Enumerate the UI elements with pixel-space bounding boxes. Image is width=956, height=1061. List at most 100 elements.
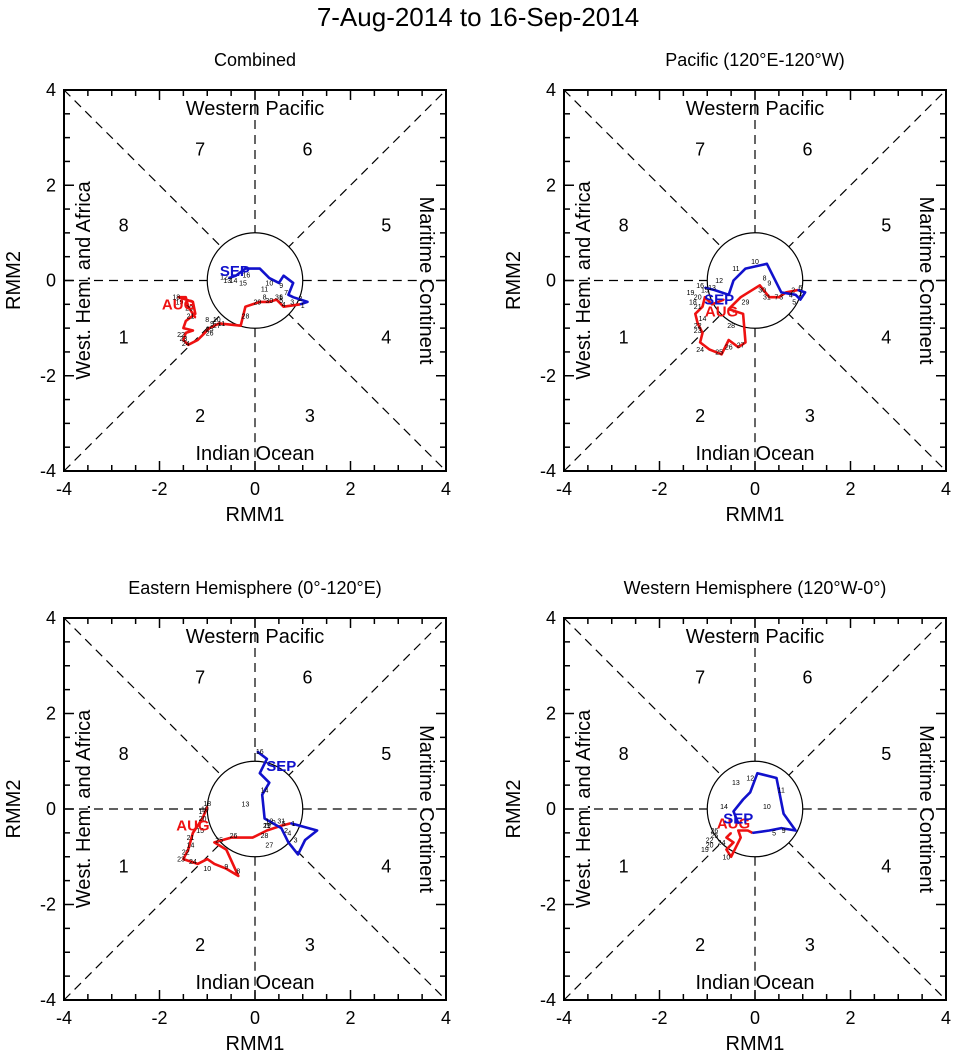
day-label: 2 [298, 296, 302, 303]
day-label: 23 [694, 328, 702, 335]
month-label-aug: AUG [176, 818, 209, 835]
trajectory-point [194, 313, 197, 315]
trajectory-point [782, 812, 785, 815]
day-label: 14 [699, 316, 707, 323]
trajectory-point [196, 339, 199, 341]
trajectory-point [732, 279, 735, 282]
phase-number-5: 5 [881, 744, 891, 764]
phase-number-5: 5 [381, 744, 391, 764]
day-label: 22 [694, 323, 702, 330]
unit-circle [206, 232, 304, 329]
day-label: 26 [230, 833, 238, 840]
trajectory-point [177, 296, 180, 298]
trajectory-point [735, 846, 737, 848]
day-label: 9 [279, 283, 283, 290]
y-tick-label: 0 [46, 271, 56, 291]
region-label-left: West. Hem. and Africa [573, 709, 595, 908]
y-axis-label: RMM2 [3, 251, 25, 310]
trajectory-point [227, 277, 230, 279]
y-tick-label: 4 [46, 80, 56, 100]
trajectory-point [739, 836, 742, 839]
phase-number-7: 7 [195, 668, 205, 688]
y-tick-label: 4 [546, 80, 556, 100]
region-label-bottom: Indian Ocean [196, 972, 315, 994]
trajectory-point [756, 772, 759, 774]
x-tick-label: 0 [750, 1008, 760, 1028]
trajectory-point [192, 329, 194, 332]
x-tick-label: 2 [345, 1008, 355, 1028]
day-label: 11 [218, 321, 225, 328]
trajectory-point [244, 267, 247, 270]
trajectory-point [727, 339, 730, 341]
trajectory-point [696, 322, 699, 325]
figure-title: 7-Aug-2014 to 16-Sep-2014 [317, 2, 639, 32]
day-label: 2 [791, 288, 795, 295]
trajectory-point [268, 781, 271, 784]
day-label: 3 [294, 838, 298, 845]
trajectory-point [182, 858, 185, 860]
trajectory-point [780, 291, 783, 294]
phase-number-3: 3 [805, 406, 815, 426]
phase-number-6: 6 [303, 668, 313, 688]
day-label: 1 [798, 291, 802, 298]
day-label: 21 [187, 835, 195, 842]
y-axis-label: RMM2 [503, 780, 525, 839]
day-label: 16 [243, 272, 251, 279]
day-label: 9 [210, 321, 214, 328]
day-label: 5 [792, 299, 796, 306]
day-label: 23 [179, 336, 187, 343]
trajectory-point [742, 798, 744, 801]
y-tick-label: 0 [46, 799, 56, 819]
trajectory-point [282, 305, 285, 308]
day-label: 8 [263, 295, 267, 302]
trajectory-point [287, 293, 290, 296]
trajectory-point [797, 289, 799, 291]
trajectory-point [744, 267, 747, 270]
x-tick-label: 2 [345, 479, 355, 499]
day-label: 24 [189, 859, 197, 866]
y-tick-label: -4 [540, 990, 556, 1010]
region-label-right: Maritime Continent [415, 197, 437, 365]
month-label-aug: AUG [717, 815, 750, 832]
day-label: 29 [263, 823, 271, 830]
phase-number-1: 1 [119, 856, 129, 876]
phase-number-4: 4 [881, 856, 891, 876]
trajectory-point [780, 827, 783, 829]
day-label: 10 [213, 317, 221, 324]
region-label-left: West. Hem. and Africa [73, 180, 95, 379]
trajectory-point [290, 822, 292, 825]
day-label: 8 [763, 276, 767, 283]
trajectory-point [225, 848, 228, 851]
y-axis-label: RMM2 [3, 780, 25, 839]
x-axis-label: RMM1 [726, 1033, 785, 1055]
trajectory-point [268, 301, 271, 303]
trajectory-point [747, 829, 749, 832]
trajectory-point [708, 348, 711, 351]
trajectory-point [182, 327, 185, 329]
day-label: 8 [205, 317, 209, 324]
trajectory-point [704, 286, 706, 289]
phase-panel-2: Pacific (120°E-120°W)-4 -2 0 2 4-4-2024RMM1R… [503, 50, 951, 526]
trajectory-point [794, 829, 797, 832]
day-label: 11 [732, 266, 739, 273]
trajectory-point [213, 841, 216, 844]
trajectory-point [251, 836, 254, 839]
day-label: 28 [727, 323, 735, 330]
trajectory-point [278, 282, 280, 284]
y-tick-label: -2 [40, 895, 56, 915]
day-label: 13 [708, 285, 716, 292]
day-label: 22 [177, 332, 185, 339]
day-label: 22 [706, 838, 714, 845]
day-label: 10 [751, 259, 759, 266]
day-label: 28 [242, 314, 250, 321]
region-label-top: Western Pacific [186, 98, 325, 120]
x-axis-label: RMM1 [226, 504, 285, 526]
day-label: 18 [203, 801, 211, 808]
day-label: 25 [215, 838, 223, 845]
day-label: 26 [725, 345, 733, 352]
